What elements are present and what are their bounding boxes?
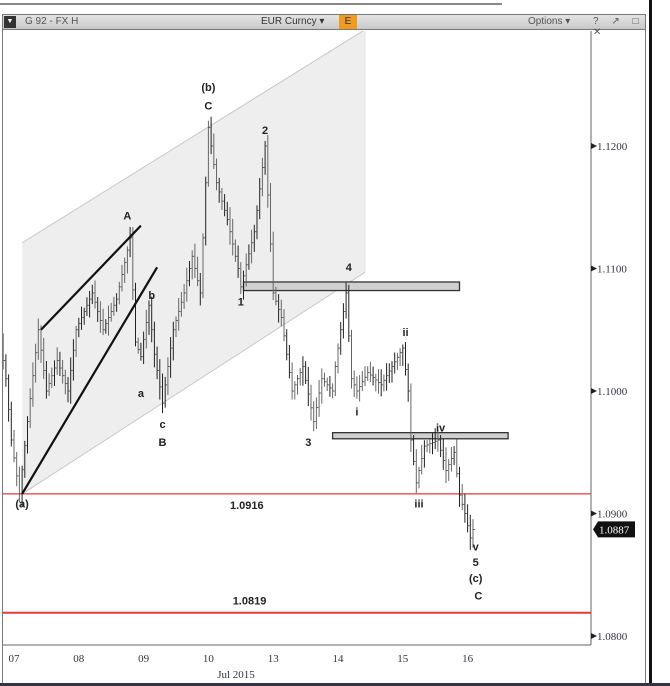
y-tick-marker: [591, 265, 597, 272]
x-tick-label: 07: [9, 653, 21, 665]
wave-label: iv: [436, 422, 446, 434]
security-name: EUR Curncy: [261, 16, 317, 27]
x-tick-label: 15: [397, 653, 409, 665]
wave-label: 5: [473, 557, 479, 569]
wave-label: A: [123, 211, 131, 223]
wave-label: iii: [414, 498, 423, 510]
wave-label: (a): [15, 498, 29, 510]
level-label: 1.0819: [233, 596, 267, 608]
x-tick-label: 10: [203, 653, 215, 665]
channel-upper-line: [21, 31, 364, 244]
plot-area: 1.09161.0819(a)AabcB(b)C1234iiiiiiivv5(c…: [3, 31, 591, 614]
chevron-down-icon: ▾: [319, 16, 325, 27]
last-price-label: 1.0887: [599, 524, 630, 536]
y-tick-marker: [591, 510, 597, 517]
y-tick-label: 1.1000: [597, 386, 628, 398]
resistance-zone: [331, 431, 509, 440]
wave-label: B: [159, 437, 167, 449]
menu-dropdown-icon[interactable]: ▼: [4, 16, 16, 28]
wave-label: i: [355, 407, 358, 419]
wave-label: 2: [262, 125, 268, 137]
wave-label: ii: [402, 327, 408, 339]
wave-label: v: [473, 541, 480, 553]
last-price-tag: [593, 521, 635, 538]
wave-label: 3: [305, 437, 311, 449]
x-tick-label: 16: [462, 653, 474, 665]
window-right-border: [649, 0, 652, 686]
x-axis-label: Jul 2015: [217, 669, 255, 681]
x-tick-label: 08: [73, 653, 85, 665]
wave-label: a: [138, 388, 145, 400]
y-tick-label: 1.1200: [597, 141, 628, 153]
y-tick-marker: [591, 633, 597, 639]
channel-fill: [22, 31, 365, 494]
y-tick-label: 1.1100: [597, 264, 627, 276]
wave-label: C: [474, 590, 482, 602]
wave-label: 4: [346, 262, 353, 274]
wave-label: 1: [238, 296, 244, 308]
wave-label: (c): [469, 573, 483, 585]
y-tick-label: 1.0800: [597, 631, 628, 643]
taskbar-edge: [0, 683, 670, 686]
e-button[interactable]: E: [339, 15, 357, 29]
top-divider: [0, 3, 502, 5]
window-titlebar: ▼ G 92 - FX H EUR Curncy ▾ E Options ▾ ?…: [2, 14, 646, 38]
trendline: [21, 266, 159, 495]
y-tick-marker: [591, 143, 597, 149]
window-controls[interactable]: ? ↗ □ ✕: [593, 16, 644, 38]
level-label: 1.0916: [230, 500, 264, 512]
wave-label: C: [204, 100, 212, 112]
options-menu[interactable]: Options ▾: [528, 16, 571, 27]
x-tick-label: 14: [333, 653, 345, 665]
trendline: [40, 224, 142, 331]
security-selector[interactable]: EUR Curncy ▾: [261, 16, 324, 27]
x-tick-label: 13: [268, 653, 280, 665]
wave-label: (b): [201, 82, 215, 94]
y-tick-label: 1.0900: [597, 509, 628, 521]
chart-frame: [2, 30, 646, 684]
wave-label: c: [159, 419, 165, 431]
y-tick-marker: [591, 388, 597, 394]
x-tick-label: 09: [138, 653, 150, 665]
channel-lower-line: [21, 271, 366, 495]
window-title: G 92 - FX H: [25, 16, 79, 27]
wave-label: b: [148, 290, 155, 302]
